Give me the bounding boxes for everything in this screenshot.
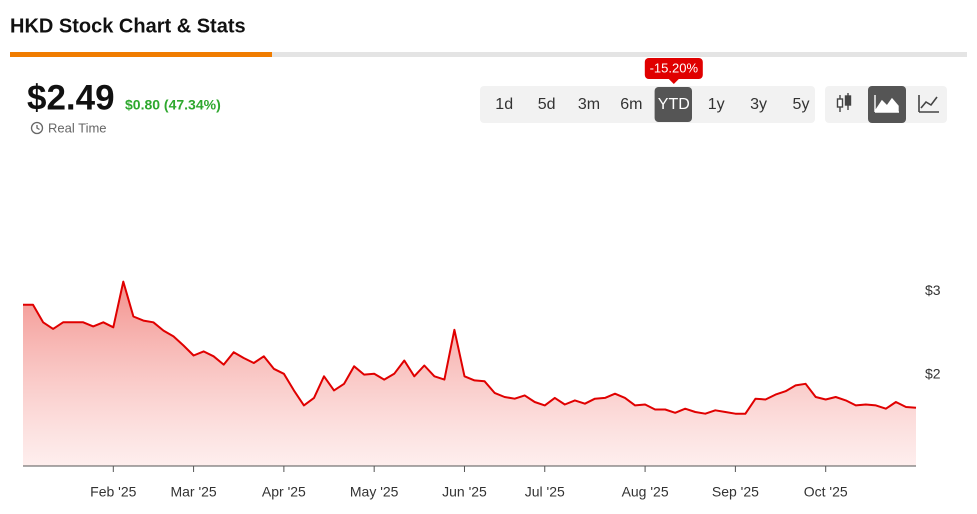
line-button[interactable] bbox=[918, 95, 939, 113]
page-title: HKD Stock Chart & Stats bbox=[10, 15, 246, 37]
x-tick-label: Mar '25 bbox=[170, 484, 216, 500]
progress-track bbox=[10, 52, 967, 57]
candle-button[interactable] bbox=[836, 93, 852, 112]
y-tick-label: $2 bbox=[925, 365, 941, 381]
progress-accent bbox=[10, 52, 272, 57]
change-badge-text: -15.20% bbox=[650, 60, 699, 75]
range-button-active[interactable] bbox=[654, 87, 692, 122]
x-tick-label: Apr '25 bbox=[262, 484, 306, 500]
clock-icon bbox=[30, 121, 44, 135]
x-tick-label: Jul '25 bbox=[525, 484, 565, 500]
range-button[interactable]: 1y bbox=[708, 96, 725, 113]
range-button[interactable]: 3m bbox=[578, 96, 600, 113]
area-button[interactable] bbox=[868, 86, 906, 123]
price-change: $0.80 (47.34%) bbox=[125, 97, 221, 113]
change-badge bbox=[644, 58, 703, 79]
x-tick-label: Feb '25 bbox=[90, 484, 136, 500]
x-tick-label: Sep '25 bbox=[712, 484, 759, 500]
y-tick-label: $3 bbox=[925, 282, 941, 298]
area-icon bbox=[874, 95, 899, 113]
range-button[interactable]: 5y bbox=[793, 96, 810, 113]
range-button[interactable]: 3y bbox=[750, 96, 767, 113]
chart: $3 $2 Feb '25 Mar '25 Apr '25 May '25 Jun '25 J… bbox=[23, 280, 941, 500]
x-tick-label: Aug '25 bbox=[622, 484, 669, 500]
range-button[interactable]: 1d bbox=[495, 96, 513, 113]
range-group bbox=[480, 86, 815, 123]
x-tick-label: May '25 bbox=[350, 484, 399, 500]
price: $2.49 bbox=[27, 78, 115, 117]
range-button[interactable]: 6m bbox=[620, 96, 642, 113]
x-tick-label: Jun '25 bbox=[442, 484, 487, 500]
realtime-label: Real Time bbox=[48, 120, 107, 135]
range-button[interactable]: YTD bbox=[658, 96, 690, 113]
x-tick-label: Oct '25 bbox=[804, 484, 848, 500]
badge-pointer bbox=[668, 79, 679, 84]
price-line bbox=[23, 280, 917, 415]
price-area bbox=[23, 281, 916, 466]
range-button[interactable]: 5d bbox=[538, 96, 556, 113]
